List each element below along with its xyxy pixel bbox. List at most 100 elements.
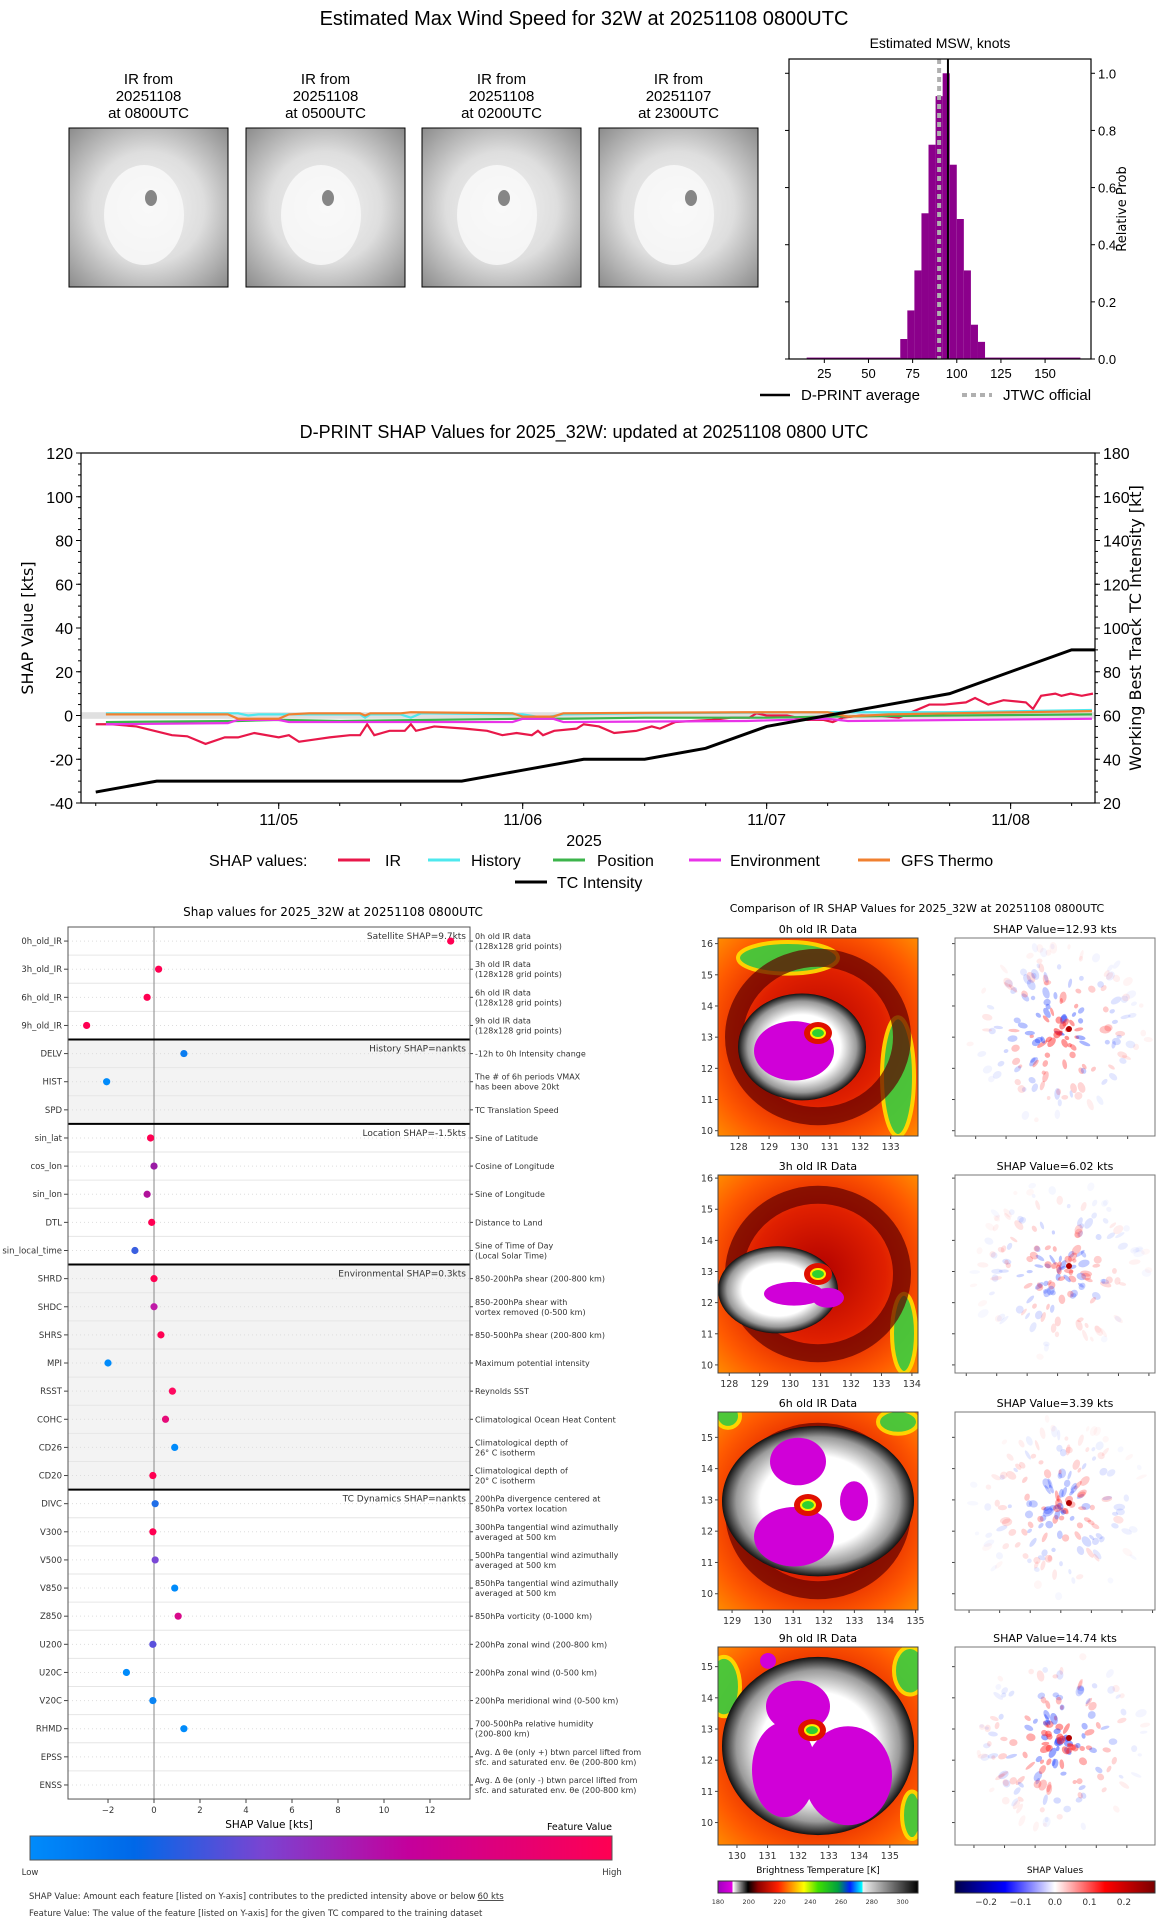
feature-description: 200hPa divergence centered at [475,1495,600,1504]
shap-pattern-blob [1050,1424,1056,1432]
shap-pattern-blob [1042,1794,1048,1806]
shap-pattern-blob [1054,1490,1060,1502]
shap-pattern-blob [1059,998,1063,1005]
shap-pattern-blob [1064,1268,1074,1274]
shap-pattern-blob [1029,1537,1037,1547]
shap-pattern-blob [992,1224,999,1232]
x-tick-label: 12 [425,1806,436,1816]
shap-pattern-blob [1051,1262,1059,1269]
shap-pattern-blob [1074,1228,1083,1238]
shap-pattern-blob [1084,1277,1093,1283]
shap-pattern-blob [1044,1554,1053,1563]
feature-name: HIST [43,1078,63,1088]
eye [810,1027,826,1040]
shap-pattern-blob [1053,1504,1062,1513]
shap-pattern-blob [1044,1485,1051,1495]
shap-pattern-blob [1048,1186,1056,1195]
shap-pattern-blob [1020,1308,1027,1316]
shap-pattern-blob [1112,1684,1120,1693]
shap-pattern-blob [1060,1771,1067,1776]
shap-pattern-blob [1043,971,1049,983]
feature-name: 6h_old_IR [21,993,62,1003]
shap-pattern-blob [1104,1039,1110,1045]
shap-pattern-blob [1046,1733,1053,1740]
feature-description: 200hPa meridional wind (0-500 km) [475,1697,618,1706]
shap-pattern-blob [1043,998,1051,1006]
shap-pattern-blob [1139,1730,1148,1734]
shap-pattern-blob [980,1753,990,1761]
shap-pattern-blob [1021,993,1030,1002]
shap-pattern-blob [1022,1553,1029,1559]
shap-pattern-blob [982,1028,993,1032]
shap-pattern-blob [1128,1012,1137,1018]
feature-description: (128x128 grid points) [475,1026,562,1035]
shap-pattern-blob [1000,964,1008,974]
shap-pattern-blob [1034,1245,1041,1253]
shap-pattern-blob [1045,1744,1053,1752]
y2-axis-label: Working Best Track TC Intensity [kt] [1126,485,1145,771]
comparison-row: 6h old IR Data SHAP Value=3.39 kts 129 130 1… [701,1397,1156,1627]
shap-pattern-blob [1025,1312,1031,1320]
shap-pattern-blob [1060,1013,1067,1025]
colorbar-low-label: Low [22,1868,39,1878]
shap-pattern-blob [1089,1534,1095,1540]
histogram-bar [914,270,922,359]
y-tick-label: 100 [46,490,73,507]
feature-description: Climatological depth of [475,1438,568,1447]
shap-tick-label: 0.0 [1048,1898,1063,1908]
shap-pattern-blob [992,1070,1002,1079]
feature-description: 200hPa zonal wind (0-500 km) [475,1668,597,1677]
shap-pattern-blob [1064,1747,1072,1755]
shap-pattern-blob [1037,1555,1046,1561]
shap-pattern-blob [1056,1813,1063,1820]
shap-pattern-blob [1021,1476,1028,1483]
shap-pattern-blob [1042,1666,1049,1673]
ir-panel-frame [717,1646,919,1846]
shap-dot [122,1668,131,1677]
shap-pattern-blob [1091,1447,1096,1452]
shap-pattern-blob [1039,1807,1045,1813]
shap-pattern-blob [1040,1036,1046,1044]
shap-pattern-blob [1110,996,1122,1005]
shap-pattern-blob [995,1683,1002,1690]
y-axis-label: SHAP Value [kts] [18,561,37,694]
lon-tick-label: 132 [789,1851,807,1862]
shap-pattern-blob [1096,1095,1104,1105]
y-tick-label: -20 [50,752,73,769]
feature-name: ENSS [39,1781,62,1791]
lat-tick-label: 15 [701,1662,713,1673]
shap-pattern-blob [1077,1792,1083,1799]
shap-pattern-blob [1037,1515,1044,1523]
group-label: History SHAP=nankts [369,1045,466,1055]
feature-description: 850-200hPa shear with [475,1298,567,1307]
series-line-gfs-thermo [105,710,1092,720]
note-baseline-value: 60 kts [477,1892,504,1902]
shap-pattern-blob [1078,1785,1086,1791]
shap-pattern-blob [1051,1230,1056,1235]
shap-pattern-blob [1055,1592,1062,1600]
shap-pattern-blob [1011,1044,1020,1052]
shap-pattern-blob [1046,1095,1051,1100]
shap-pattern-blob [1106,1206,1112,1212]
y2-tick-label: 100 [1103,621,1130,638]
shap-pattern-blob [1068,1250,1075,1258]
lat-tick-label: 11 [701,1787,713,1798]
shap-pattern-blob [1074,1027,1084,1032]
feature-description: 20° C isotherm [475,1477,535,1486]
histogram-bar [963,270,971,359]
shap-pattern-blob [1038,1779,1047,1791]
shap-dot [150,1275,158,1283]
lat-tick-label: 13 [701,1267,713,1278]
feature-name: sin_local_time [2,1246,62,1256]
shap-pattern-blob [1121,993,1130,1002]
feature-description: Climatological depth of [475,1467,568,1476]
feature-description: Distance to Land [475,1218,543,1227]
shap-pattern-blob [1057,1276,1066,1281]
shap-pattern-blob [1000,1736,1008,1742]
shap-pattern-blob [1075,1743,1081,1749]
shap-pattern-blob [1145,1267,1153,1273]
feature-description: Cosine of Longitude [475,1162,555,1171]
eye [800,1499,816,1512]
shap-pattern-blob [1077,1467,1082,1473]
shap-pattern-blob [1031,1083,1039,1093]
